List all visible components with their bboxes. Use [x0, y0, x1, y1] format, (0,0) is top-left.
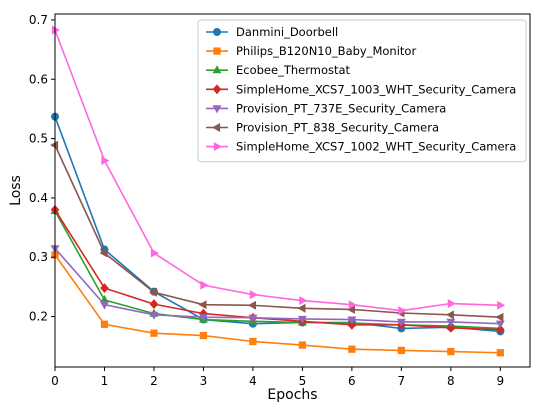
data-point [347, 316, 357, 325]
legend-marker [212, 65, 222, 74]
data-point [247, 300, 257, 310]
legend-marker [212, 27, 221, 36]
legend-item: SimpleHome_XCS7_1002_WHT_Security_Camera [206, 140, 516, 154]
x-axis-title: Epochs [267, 387, 317, 403]
legend-item: Danmini_Doorbell [206, 25, 338, 39]
data-point [348, 345, 356, 353]
data-point [396, 318, 406, 327]
y-tick-label: 0.6 [29, 72, 48, 86]
data-point [496, 349, 504, 357]
data-point [495, 312, 504, 322]
legend-label: Provision_PT_838_Security_Camera [236, 121, 439, 135]
data-point [198, 314, 208, 323]
y-tick-label: 0.4 [29, 191, 48, 205]
x-tick-label: 1 [101, 374, 109, 388]
x-tick-label: 0 [51, 374, 59, 388]
data-point [348, 300, 357, 310]
chart-marks [50, 25, 506, 357]
legend-item: Philips_B120N10_Baby_Monitor [206, 44, 416, 58]
legend-marker [212, 105, 222, 114]
data-point [445, 310, 454, 320]
data-point [298, 341, 307, 349]
data-point [51, 25, 60, 35]
legend-marker [213, 47, 221, 55]
data-point [149, 311, 159, 320]
legend-marker [213, 142, 222, 152]
series-6 [51, 25, 506, 316]
y-tick-label: 0.5 [29, 132, 48, 146]
data-point [50, 140, 59, 150]
data-point [101, 156, 110, 165]
series-line [54, 210, 501, 330]
data-point [297, 315, 307, 324]
data-point [150, 329, 158, 337]
series-2 [50, 206, 505, 332]
legend-marker [212, 84, 222, 95]
data-point [249, 290, 258, 300]
series-line [54, 254, 501, 354]
data-point [150, 248, 159, 258]
x-tick-label: 9 [496, 374, 504, 388]
x-tick-label: 5 [299, 374, 307, 388]
data-point [299, 296, 308, 306]
legend-marker [212, 123, 221, 132]
data-point [347, 319, 357, 330]
y-tick-label: 0.7 [29, 13, 48, 27]
x-tick-label: 3 [200, 374, 208, 388]
data-point [99, 248, 108, 258]
x-tick-label: 4 [249, 374, 257, 388]
data-point [198, 300, 207, 310]
data-point [149, 299, 159, 310]
legend-label: Provision_PT_737E_Security_Camera [236, 101, 446, 115]
data-point [495, 320, 505, 329]
legend-item: Provision_PT_737E_Security_Camera [206, 101, 446, 115]
data-point [100, 283, 109, 294]
data-point [497, 300, 506, 310]
x-tick-label: 2 [150, 374, 158, 388]
x-tick-label: 8 [447, 374, 455, 388]
series-line [54, 144, 501, 318]
data-point [100, 301, 109, 310]
series-4 [50, 245, 505, 329]
x-tick-label: 7 [398, 374, 406, 388]
data-point [446, 322, 456, 333]
data-point [447, 347, 455, 356]
data-point [200, 280, 209, 290]
legend-label: Danmini_Doorbell [236, 25, 338, 39]
data-point [100, 320, 109, 328]
data-point [446, 318, 456, 327]
legend-item: SimpleHome_XCS7_1003_WHT_Security_Camera [206, 82, 516, 96]
series-5 [50, 140, 504, 322]
legend-label: SimpleHome_XCS7_1003_WHT_Security_Camera [236, 82, 516, 96]
legend: Danmini_Doorbell Philips_B120N10_Baby_Mon… [197, 19, 527, 163]
data-point [397, 346, 405, 355]
legend-box [197, 19, 527, 163]
plot-frame [54, 13, 531, 368]
data-point [249, 337, 257, 346]
y-tick-label: 0.3 [29, 250, 48, 264]
x-tick-label: 6 [348, 374, 356, 388]
data-point [148, 287, 158, 297]
data-point [297, 303, 306, 313]
series-line [54, 209, 501, 331]
data-point [398, 306, 407, 316]
y-axis-title: Loss [8, 175, 24, 206]
legend-label: Philips_B120N10_Baby_Monitor [236, 44, 416, 58]
series-line [54, 29, 501, 312]
data-point [496, 324, 505, 335]
series-line [54, 247, 501, 325]
axis-ticks: 0 1 2 3 4 5 6 7 8 9 0.2 0.3 0.4 0.5 0.6 0.7 [29, 13, 504, 388]
data-point [447, 299, 456, 308]
legend-label: Ecobee_Thermostat [236, 63, 351, 77]
legend-item: Provision_PT_838_Security_Camera [206, 121, 439, 135]
data-point [248, 314, 258, 323]
data-point [199, 331, 208, 340]
series-line [54, 116, 501, 333]
legend-label: SimpleHome_XCS7_1002_WHT_Security_Camera [236, 140, 516, 154]
y-tick-label: 0.2 [29, 310, 48, 324]
legend-item: Ecobee_Thermostat [206, 63, 351, 77]
